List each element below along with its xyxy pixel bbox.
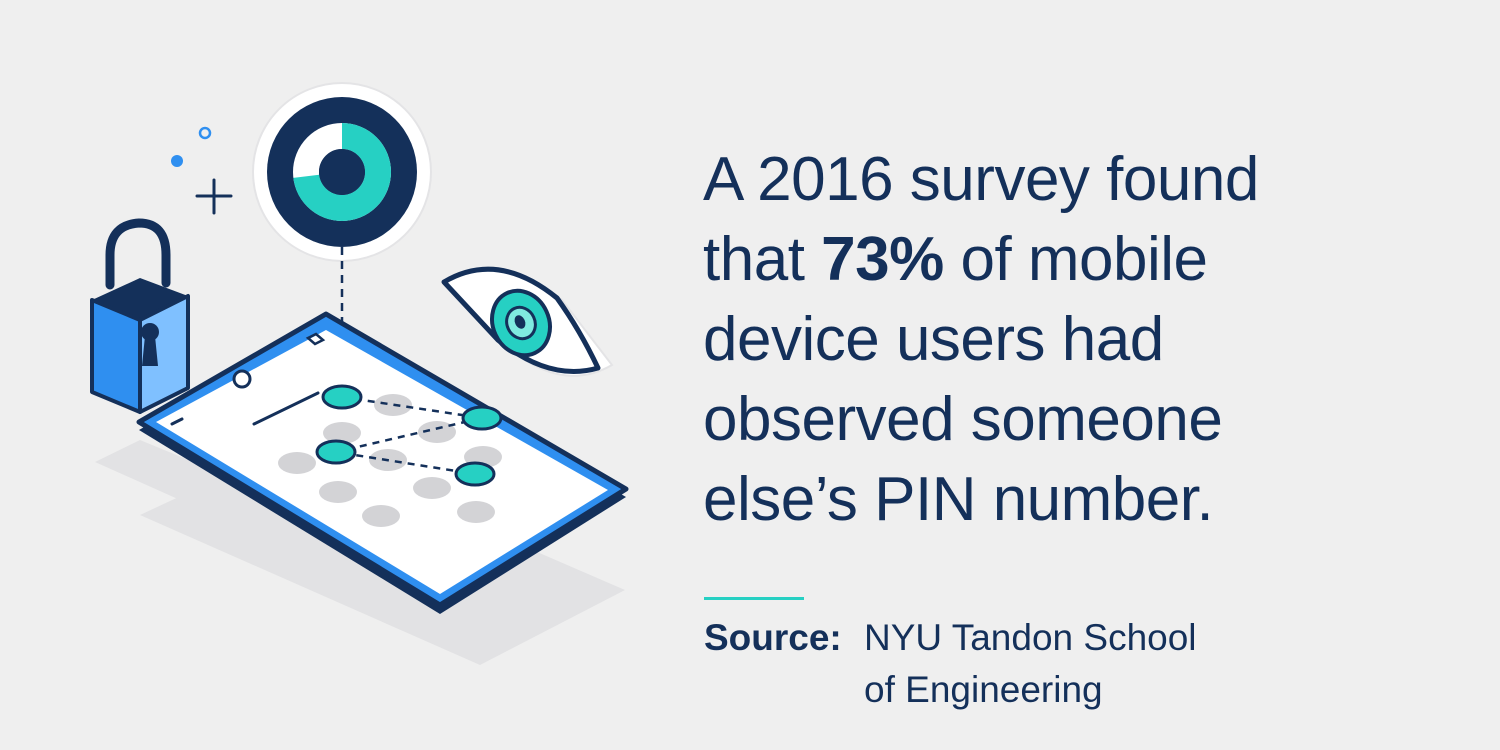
headline: A 2016 survey found that 73% of mobile d…	[703, 140, 1463, 540]
source-line-1: NYU Tandon School	[864, 617, 1197, 658]
headline-line-2-start: that	[703, 225, 822, 294]
padlock-icon	[90, 218, 190, 414]
donut-chart-icon	[252, 82, 432, 262]
headline-line-1: A 2016 survey found	[703, 145, 1259, 214]
headline-line-2-end: of mobile	[943, 225, 1208, 294]
source-label: Source:	[704, 617, 842, 658]
keypad-dots	[278, 394, 502, 527]
unlock-pattern	[315, 384, 503, 487]
headline-line-4: observed someone	[703, 385, 1223, 454]
eye-icon	[441, 266, 614, 377]
source-text: NYU Tandon School of Engineering	[864, 612, 1197, 716]
headline-line-2: that 73% of mobile	[703, 220, 1463, 300]
accent-divider	[704, 597, 804, 600]
headline-line-5: else’s PIN number.	[703, 465, 1214, 534]
decor-dots	[171, 126, 212, 167]
plus-icon	[195, 178, 233, 215]
headline-line-3: device users had	[703, 305, 1164, 374]
highlight-percentage: 73%	[821, 225, 944, 294]
source-line-2: of Engineering	[864, 669, 1103, 710]
security-illustration	[90, 82, 629, 665]
